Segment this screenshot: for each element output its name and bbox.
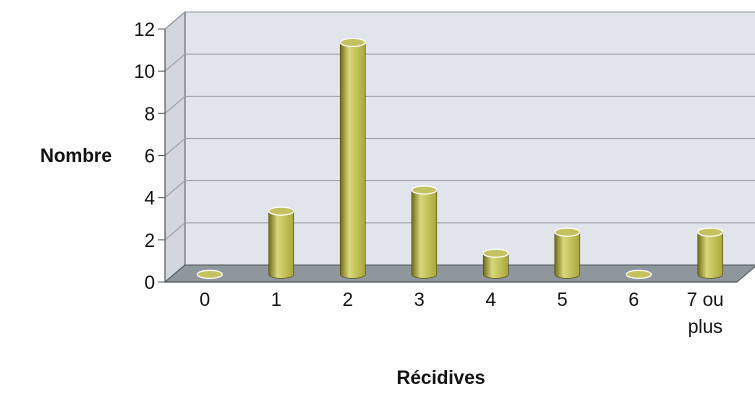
bar-body-4 (482, 252, 509, 279)
gridline-5 (164, 53, 755, 72)
x-axis-title: Récidives (397, 368, 486, 389)
bar-3 (411, 185, 438, 279)
bar-5 (554, 227, 581, 279)
bar-top-5 (554, 227, 581, 237)
bar-top-6 (625, 269, 652, 279)
gridline-1 (164, 222, 755, 241)
gridline-6 (164, 11, 755, 30)
bar-top-4 (482, 248, 509, 258)
y-tick-label-0: 0 (144, 273, 155, 294)
bar-top-7 (697, 227, 724, 237)
y-tick-label-4: 8 (144, 104, 155, 125)
x-tick-label-4: 4 (485, 290, 496, 311)
y-tick-label-3: 6 (144, 147, 155, 168)
bar-body-7 (697, 231, 724, 279)
x-tick-label-2: 2 (342, 290, 353, 311)
bar-2 (339, 37, 366, 279)
bar-body-1 (268, 210, 295, 279)
bar-body-5 (554, 231, 581, 279)
bar-1 (268, 206, 295, 279)
gridline-4 (164, 95, 755, 114)
y-tick-label-1: 2 (144, 231, 155, 252)
bar-7 (697, 227, 724, 279)
x-tick-label-7-line-1: plus (688, 317, 723, 338)
bar-4 (482, 248, 509, 279)
y-axis-title: Nombre (40, 146, 112, 167)
bar-top-0 (196, 269, 223, 279)
y-tick-label-5: 10 (134, 62, 155, 83)
gridline-2 (164, 180, 755, 199)
bar-top-1 (268, 206, 295, 216)
bar-0 (196, 269, 223, 279)
bar-body-2 (339, 42, 366, 279)
bar-6 (625, 269, 652, 279)
gridline-3 (164, 138, 755, 156)
x-tick-label-0: 0 (199, 290, 210, 311)
x-tick-label-1: 1 (271, 290, 282, 311)
x-tick-label-7-line-0: 7 ou (687, 290, 724, 311)
x-tick-label-3: 3 (414, 290, 425, 311)
y-tick-label-2: 4 (144, 189, 155, 210)
bar-top-3 (411, 185, 438, 195)
y-tick-label-6: 12 (134, 20, 155, 41)
bar-top-2 (339, 37, 366, 48)
x-tick-label-6: 6 (628, 290, 639, 311)
x-tick-label-5: 5 (557, 290, 568, 311)
chart-floor (163, 264, 755, 283)
bar-body-3 (411, 189, 438, 279)
